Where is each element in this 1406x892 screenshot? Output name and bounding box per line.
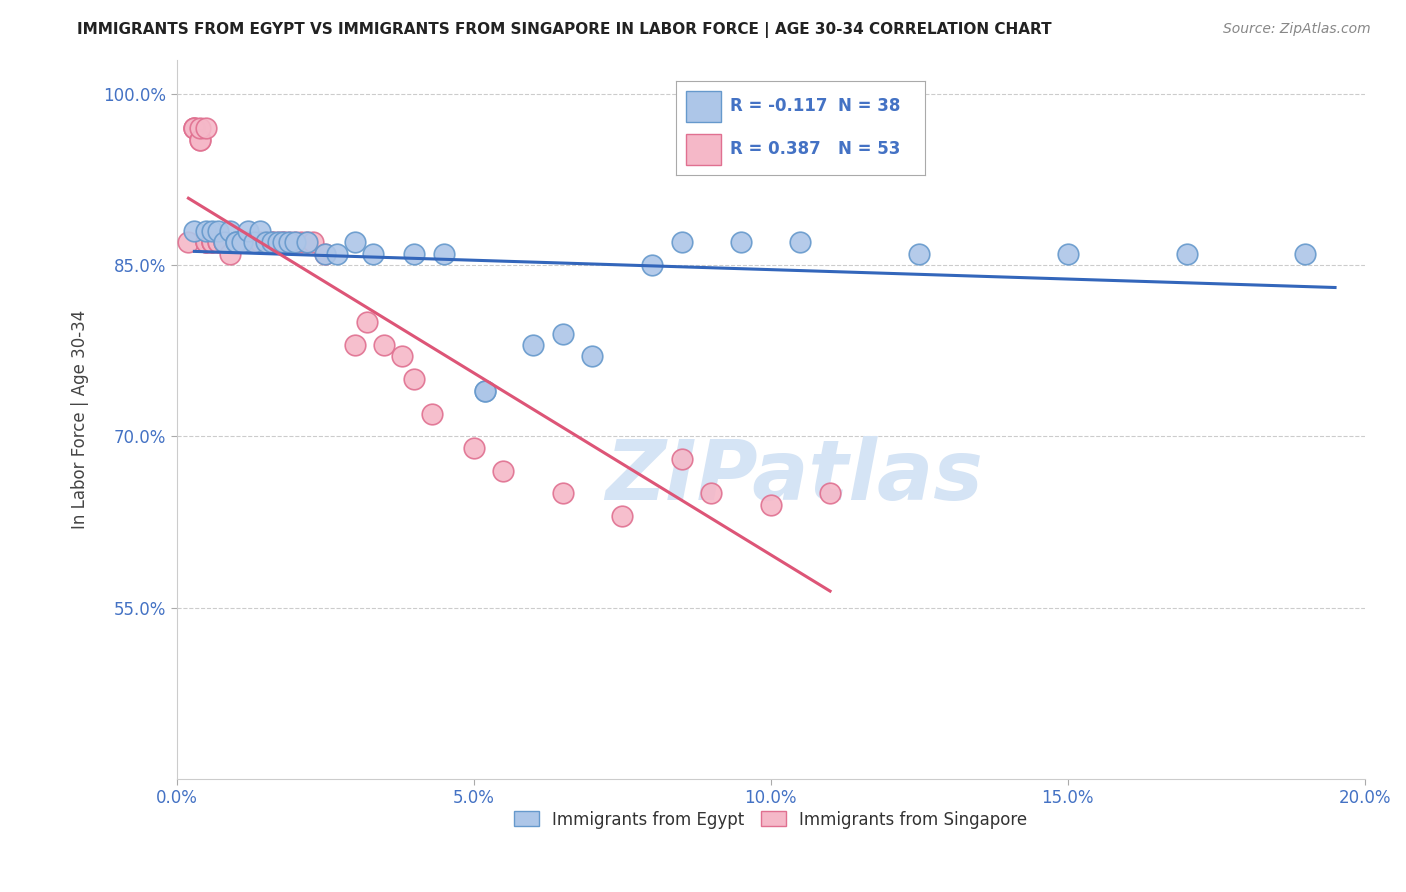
Point <box>242 235 264 250</box>
Point <box>700 486 723 500</box>
Point <box>231 235 253 250</box>
Point <box>260 235 283 250</box>
Point <box>201 235 224 250</box>
Point <box>404 372 426 386</box>
Point <box>343 235 366 250</box>
Point <box>1294 246 1316 260</box>
Y-axis label: In Labor Force | Age 30-34: In Labor Force | Age 30-34 <box>72 310 89 529</box>
Text: ZIPatlas: ZIPatlas <box>606 436 983 517</box>
Point <box>474 384 496 398</box>
Point <box>195 224 218 238</box>
Point <box>273 235 295 250</box>
Point <box>759 498 782 512</box>
Point <box>249 224 271 238</box>
Point <box>610 509 633 524</box>
Point <box>249 235 271 250</box>
Point <box>278 235 301 250</box>
Point <box>551 326 574 341</box>
Point <box>195 121 218 136</box>
Legend: Immigrants from Egypt, Immigrants from Singapore: Immigrants from Egypt, Immigrants from S… <box>508 804 1035 835</box>
Point <box>260 235 283 250</box>
Point <box>225 235 247 250</box>
Point <box>225 235 247 250</box>
Point <box>356 315 378 329</box>
Point <box>201 224 224 238</box>
Point <box>1056 246 1078 260</box>
Point <box>290 235 312 250</box>
Point <box>254 235 277 250</box>
Point <box>284 235 307 250</box>
Point <box>188 132 211 146</box>
Point <box>225 235 247 250</box>
Point <box>219 224 242 238</box>
Point <box>183 121 205 136</box>
Point <box>195 235 218 250</box>
Point <box>183 121 205 136</box>
Point <box>212 235 235 250</box>
Point <box>201 235 224 250</box>
Point <box>266 235 288 250</box>
Point <box>302 235 325 250</box>
Point <box>236 235 259 250</box>
Point <box>314 246 336 260</box>
Point <box>177 235 200 250</box>
Point <box>551 486 574 500</box>
Point <box>492 464 515 478</box>
Point <box>207 235 229 250</box>
Point <box>463 441 485 455</box>
Point <box>266 235 288 250</box>
Point <box>273 235 295 250</box>
Point <box>212 235 235 250</box>
Point <box>420 407 443 421</box>
Point <box>284 235 307 250</box>
Point <box>278 235 301 250</box>
Point <box>207 224 229 238</box>
Point <box>201 235 224 250</box>
Point <box>297 235 319 250</box>
Point <box>391 350 413 364</box>
Point <box>236 224 259 238</box>
Point <box>254 235 277 250</box>
Point <box>183 121 205 136</box>
Point <box>343 338 366 352</box>
Text: Source: ZipAtlas.com: Source: ZipAtlas.com <box>1223 22 1371 37</box>
Point <box>314 246 336 260</box>
Point <box>195 235 218 250</box>
Point <box>404 246 426 260</box>
Point <box>273 235 295 250</box>
Point <box>433 246 456 260</box>
Point <box>641 258 664 272</box>
Point <box>326 246 349 260</box>
Point <box>789 235 811 250</box>
Point <box>671 452 693 467</box>
Point <box>188 132 211 146</box>
Point <box>522 338 544 352</box>
Point <box>297 235 319 250</box>
Point <box>373 338 395 352</box>
Text: IMMIGRANTS FROM EGYPT VS IMMIGRANTS FROM SINGAPORE IN LABOR FORCE | AGE 30-34 CO: IMMIGRANTS FROM EGYPT VS IMMIGRANTS FROM… <box>77 22 1052 38</box>
Point <box>188 121 211 136</box>
Point <box>183 224 205 238</box>
Point <box>225 235 247 250</box>
Point <box>730 235 752 250</box>
Point <box>231 235 253 250</box>
Point <box>908 246 931 260</box>
Point <box>231 235 253 250</box>
Point <box>207 235 229 250</box>
Point <box>195 235 218 250</box>
Point <box>581 350 603 364</box>
Point <box>219 246 242 260</box>
Point <box>1175 246 1198 260</box>
Point <box>212 235 235 250</box>
Point <box>361 246 384 260</box>
Point <box>242 235 264 250</box>
Point <box>260 235 283 250</box>
Point <box>818 486 841 500</box>
Point <box>671 235 693 250</box>
Point <box>225 235 247 250</box>
Point <box>474 384 496 398</box>
